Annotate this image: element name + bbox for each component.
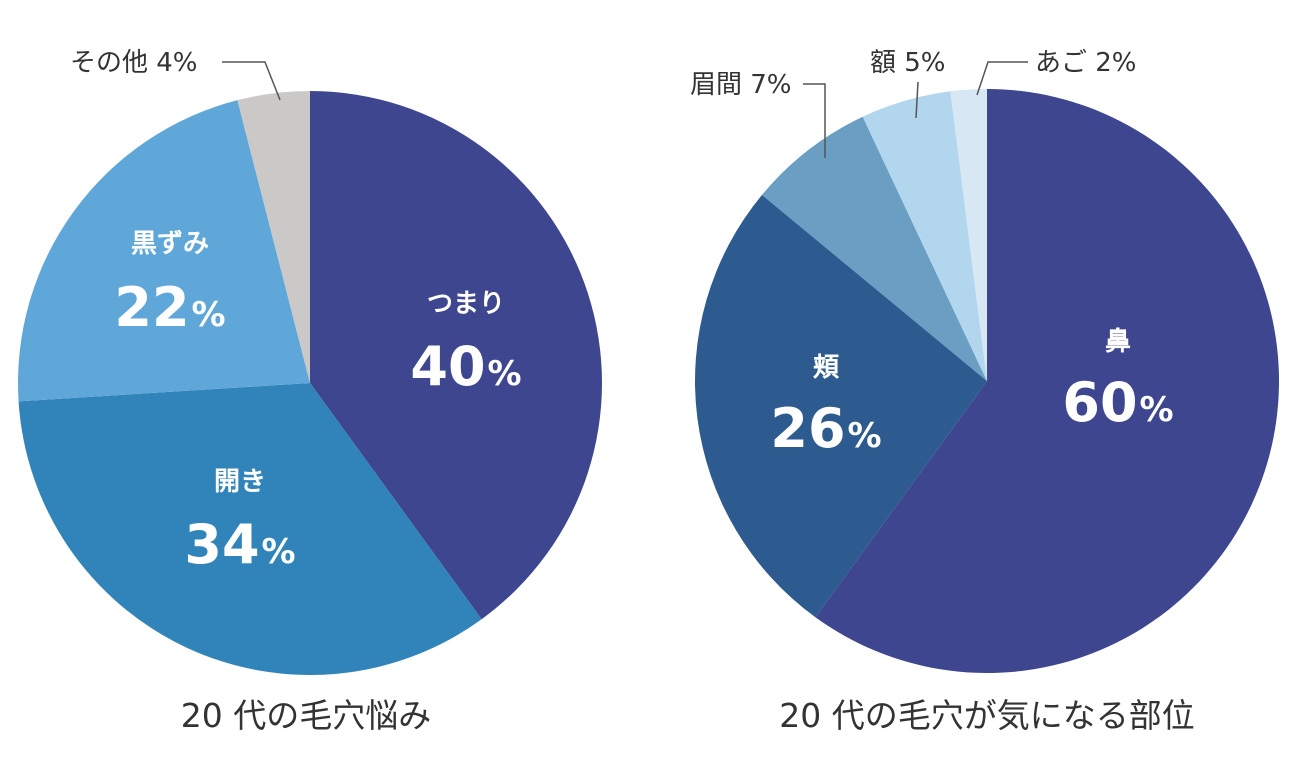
pie-slice-1-1 [310, 91, 602, 620]
pie-chart-pore-areas: 鼻 60% 頬 26% 眉間 7% 額 5% あご 2% 20 代の毛穴が気にな… [690, 48, 1280, 735]
chart-title-pore-concerns: 20 代の毛穴悩み [181, 696, 431, 735]
leader-line-miken [803, 83, 826, 158]
pie-chart-pore-concerns: つまり 40% 開き 34% 黒ずみ 22% その他 4% 20 代の毛穴悩み [18, 48, 602, 735]
slice-label-tsumari: つまり [427, 289, 505, 319]
outer-label-hitai: 額 5% [870, 48, 946, 78]
chart-title-pore-areas: 20 代の毛穴が気になる部位 [779, 696, 1194, 735]
pie-slice-2-4 [862, 91, 987, 382]
pie-slice-2-3 [762, 116, 987, 381]
pie-slice-2-1 [815, 88, 1280, 674]
slice-value-kurozumi: 22% [114, 276, 225, 339]
slice-value-hiraki: 34% [184, 513, 295, 576]
leader-line-sonota [222, 61, 281, 101]
slice-value-hana: 60% [1062, 371, 1173, 434]
pie-slice-2-2 [695, 194, 987, 618]
pie-slice-1-2 [18, 383, 482, 675]
leader-line-ago [976, 61, 1028, 96]
slice-label-hana: 鼻 [1105, 327, 1131, 357]
outer-label-ago: あご 2% [1035, 48, 1137, 78]
pie-slice-1-3 [18, 100, 310, 402]
slice-label-hoho: 頬 [813, 353, 840, 383]
slice-value-hoho: 26% [770, 397, 881, 460]
pie-slice-2-5 [950, 89, 987, 381]
slice-label-kurozumi: 黒ずみ [131, 229, 209, 259]
slice-label-hiraki: 開き [214, 467, 266, 497]
slice-value-tsumari: 40% [410, 335, 521, 398]
pie-slice-1-4 [237, 91, 310, 383]
outer-label-sonota: その他 4% [70, 48, 198, 78]
outer-label-miken: 眉間 7% [690, 70, 792, 100]
leader-line-hitai [915, 81, 919, 119]
